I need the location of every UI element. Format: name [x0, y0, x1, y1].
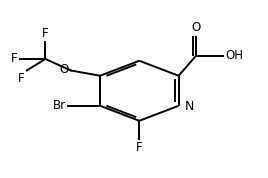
Text: Br: Br	[53, 99, 66, 112]
Text: OH: OH	[225, 49, 243, 62]
Text: F: F	[11, 53, 17, 66]
Text: O: O	[59, 62, 69, 75]
Text: F: F	[42, 27, 49, 40]
Text: O: O	[191, 21, 200, 34]
Text: F: F	[136, 142, 143, 155]
Text: F: F	[18, 72, 25, 85]
Text: N: N	[184, 100, 194, 113]
